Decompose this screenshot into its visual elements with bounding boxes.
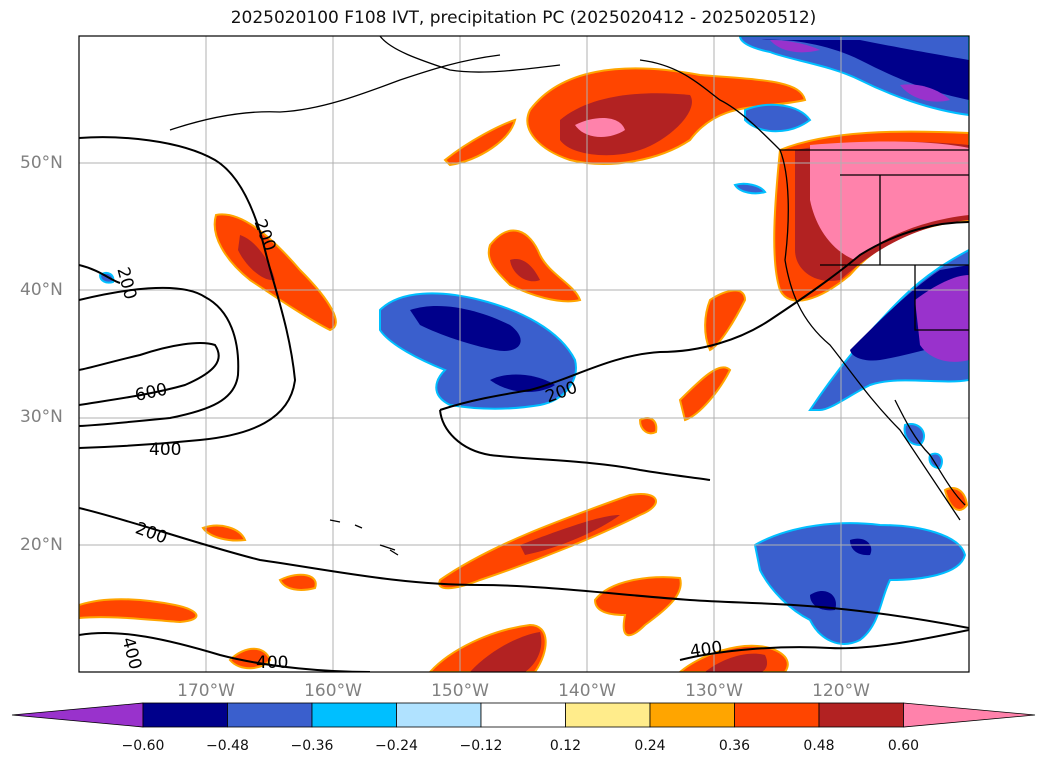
coastlines: [169, 36, 969, 556]
contour-label: 400: [689, 638, 724, 662]
lon-label: 120°W: [812, 681, 870, 701]
contour-label: 400: [256, 653, 288, 673]
colorbar-tick-label: 0.48: [803, 738, 835, 754]
colorbar-swatch: [311, 702, 397, 728]
lat-label: 20°N: [20, 535, 63, 555]
colorbar-swatch: [734, 702, 820, 728]
lon-label: 140°W: [558, 681, 616, 701]
colorbar-tick-label: 0.36: [718, 738, 751, 754]
colorbar-tick-label: −0.12: [459, 738, 503, 754]
colorbar-swatch: [818, 702, 904, 728]
ivt-contours: [79, 136, 969, 672]
colorbar-tick-label: −0.48: [206, 738, 249, 754]
colorbar-swatch: [480, 702, 566, 728]
graticule: [79, 36, 969, 672]
map-title: 2025020100 F108 IVT, precipitation PC (2…: [230, 8, 817, 28]
colorbar-tick-label: −0.60: [121, 738, 165, 754]
contour-label: 400: [149, 440, 181, 460]
lat-label: 30°N: [20, 407, 63, 427]
colorbar-extend-low: [11, 702, 144, 728]
colorbar-tick-label: −0.24: [375, 738, 418, 754]
colorbar-tick-label: 0.24: [634, 738, 666, 754]
colorbar-swatch: [649, 702, 735, 728]
colorbar-tick-label: 0.60: [887, 738, 920, 754]
lon-label: 150°W: [431, 681, 489, 701]
positive-precip-shading: [79, 67, 969, 672]
colorbar-tick-label: 0.12: [549, 738, 582, 754]
colorbar-swatch: [227, 702, 313, 728]
colorbar-swatch: [142, 702, 228, 728]
colorbar: [11, 702, 1036, 728]
lon-label: 170°W: [177, 681, 235, 701]
colorbar-swatch: [565, 702, 651, 728]
lat-label: 40°N: [20, 280, 63, 300]
lon-label: 130°W: [685, 681, 743, 701]
colorbar-swatch: [396, 702, 482, 728]
plot-frame: [78, 35, 970, 673]
colorbar-extend-high: [903, 702, 1036, 728]
lat-label: 50°N: [20, 153, 63, 173]
colorbar-tick-label: −0.36: [290, 738, 334, 754]
lon-label: 160°W: [304, 681, 362, 701]
